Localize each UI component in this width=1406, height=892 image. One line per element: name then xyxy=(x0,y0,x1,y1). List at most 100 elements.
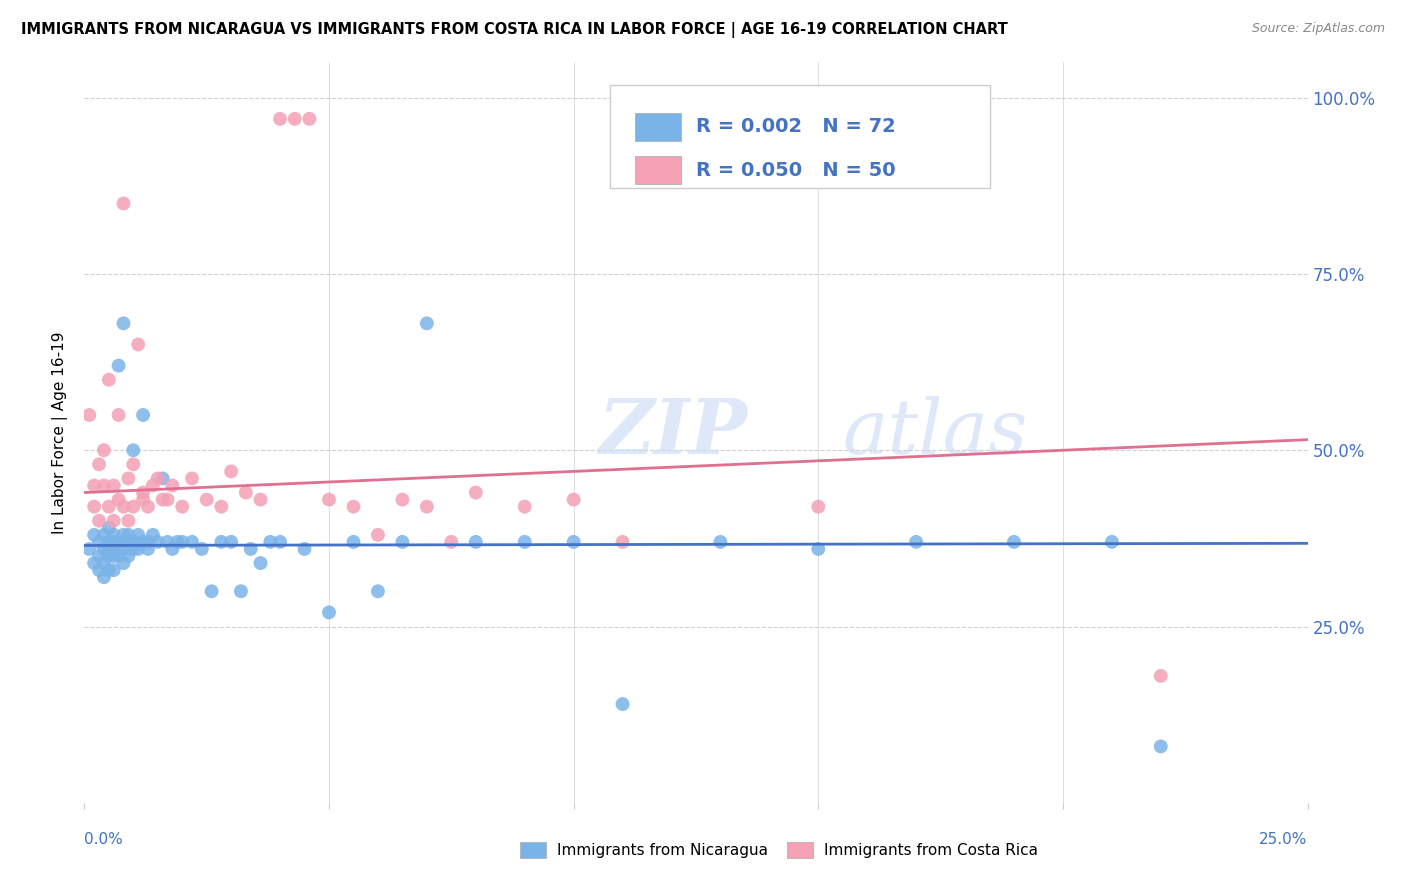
Point xyxy=(249,556,271,570)
Point xyxy=(117,514,139,528)
Text: atlas: atlas xyxy=(842,396,1028,469)
Point xyxy=(142,528,165,542)
Point xyxy=(166,535,188,549)
Point xyxy=(298,112,321,126)
Point xyxy=(142,478,165,492)
Y-axis label: In Labor Force | Age 16-19: In Labor Force | Age 16-19 xyxy=(52,331,69,534)
Point xyxy=(342,500,364,514)
Point xyxy=(136,500,159,514)
Point xyxy=(107,359,129,373)
Point xyxy=(83,500,105,514)
Point xyxy=(87,563,110,577)
Point xyxy=(117,471,139,485)
Point xyxy=(239,541,262,556)
Point xyxy=(294,541,316,556)
Point xyxy=(87,535,110,549)
Point xyxy=(172,535,194,549)
Point xyxy=(127,337,149,351)
Point xyxy=(107,535,129,549)
Point xyxy=(440,535,463,549)
Point xyxy=(219,464,242,478)
Point xyxy=(318,606,340,620)
Point xyxy=(229,584,252,599)
Point xyxy=(146,535,169,549)
Point xyxy=(156,535,179,549)
Point xyxy=(391,492,413,507)
Text: IMMIGRANTS FROM NICARAGUA VS IMMIGRANTS FROM COSTA RICA IN LABOR FORCE | AGE 16-: IMMIGRANTS FROM NICARAGUA VS IMMIGRANTS … xyxy=(21,22,1008,38)
Point xyxy=(97,521,120,535)
Point xyxy=(200,584,222,599)
Point xyxy=(464,485,486,500)
Point xyxy=(416,316,439,330)
Point xyxy=(93,570,115,584)
Point xyxy=(172,500,194,514)
FancyBboxPatch shape xyxy=(636,112,682,141)
Point xyxy=(122,500,145,514)
Point xyxy=(195,492,218,507)
Point xyxy=(152,471,174,485)
Point xyxy=(93,556,115,570)
Point xyxy=(136,535,159,549)
Point xyxy=(259,535,281,549)
Point xyxy=(122,443,145,458)
Point xyxy=(103,563,125,577)
Point xyxy=(132,535,155,549)
Point xyxy=(112,528,135,542)
Text: Immigrants from Nicaragua: Immigrants from Nicaragua xyxy=(557,843,768,857)
Point xyxy=(107,541,129,556)
Point xyxy=(513,535,536,549)
Point xyxy=(209,500,232,514)
Point xyxy=(391,535,413,549)
Point xyxy=(1101,535,1123,549)
Point xyxy=(162,478,184,492)
Point xyxy=(107,492,129,507)
Point xyxy=(122,541,145,556)
Point xyxy=(112,196,135,211)
Point xyxy=(612,535,634,549)
Point xyxy=(122,458,145,472)
Point xyxy=(93,478,115,492)
Point xyxy=(132,492,155,507)
Text: Source: ZipAtlas.com: Source: ZipAtlas.com xyxy=(1251,22,1385,36)
Point xyxy=(87,458,110,472)
Point xyxy=(107,408,129,422)
Point xyxy=(103,549,125,563)
Point xyxy=(77,408,100,422)
Point xyxy=(103,528,125,542)
Point xyxy=(107,549,129,563)
Point xyxy=(219,535,242,549)
Point xyxy=(562,492,585,507)
FancyBboxPatch shape xyxy=(610,85,990,188)
Point xyxy=(77,541,100,556)
Point xyxy=(97,535,120,549)
Point xyxy=(807,541,830,556)
Point xyxy=(905,535,928,549)
Point xyxy=(191,541,214,556)
Text: R = 0.002   N = 72: R = 0.002 N = 72 xyxy=(696,118,896,136)
Point xyxy=(136,541,159,556)
Text: 0.0%: 0.0% xyxy=(84,832,124,847)
Point xyxy=(181,471,204,485)
Point xyxy=(127,541,149,556)
Point xyxy=(342,535,364,549)
Point xyxy=(97,500,120,514)
Text: R = 0.050   N = 50: R = 0.050 N = 50 xyxy=(696,161,896,179)
Point xyxy=(97,373,120,387)
Point xyxy=(513,500,536,514)
Point xyxy=(562,535,585,549)
Text: ZIP: ZIP xyxy=(598,396,747,469)
Point xyxy=(112,541,135,556)
Point xyxy=(103,478,125,492)
Point xyxy=(97,549,120,563)
Point xyxy=(83,478,105,492)
Point xyxy=(1002,535,1025,549)
Text: Immigrants from Costa Rica: Immigrants from Costa Rica xyxy=(824,843,1038,857)
Point xyxy=(83,556,105,570)
Point xyxy=(117,528,139,542)
Point xyxy=(209,535,232,549)
Point xyxy=(1150,669,1173,683)
Point xyxy=(112,556,135,570)
Point xyxy=(132,408,155,422)
Point xyxy=(132,485,155,500)
Point xyxy=(416,500,439,514)
